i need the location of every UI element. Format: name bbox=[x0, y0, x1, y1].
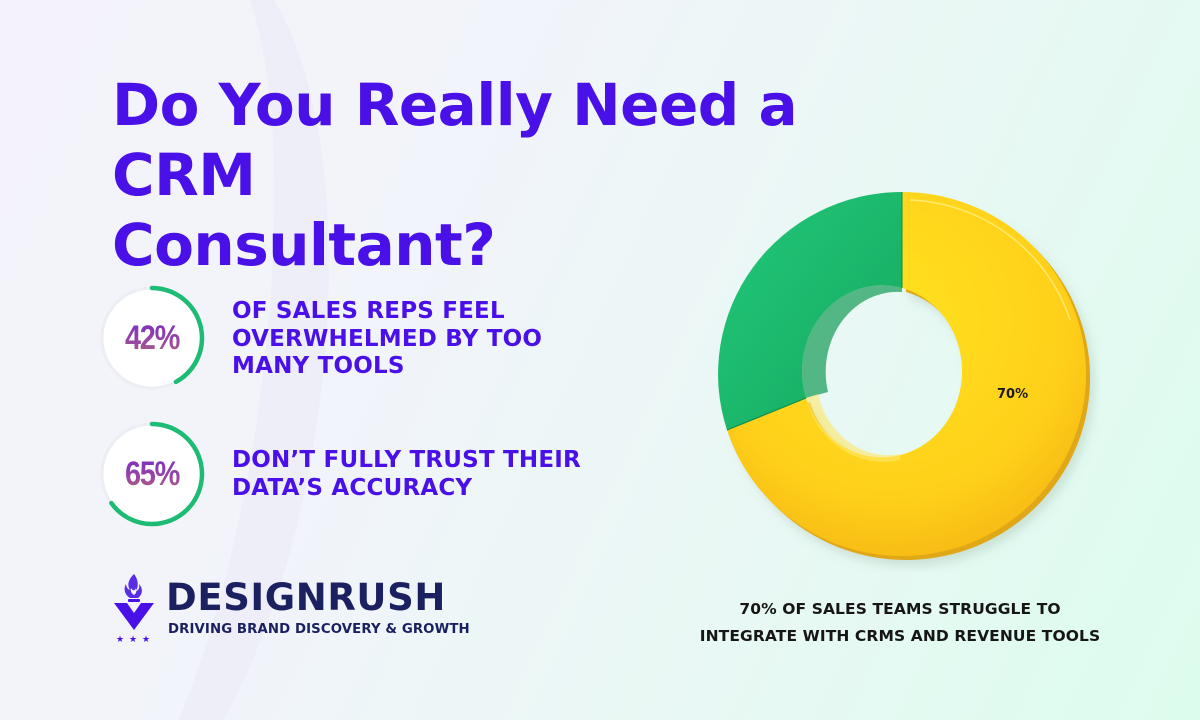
page-title: Do You Really Need a CRM Consultant? bbox=[112, 70, 912, 280]
stat-value: 42% bbox=[105, 282, 199, 394]
stat-value: 65% bbox=[105, 418, 199, 530]
donut-caption: 70% OF SALES TEAMS STRUGGLE TO INTEGRATE… bbox=[699, 600, 1101, 645]
title-line-2: Consultant? bbox=[112, 211, 496, 279]
logo-tagline: DRIVING BRAND DISCOVERY & GROWTH bbox=[168, 622, 470, 637]
donut-slice-70 bbox=[727, 191, 1087, 556]
svg-text:★: ★ bbox=[142, 635, 150, 644]
stat-overwhelmed: 42% OF SALES REPS FEEL OVERWHELMED BY TO… bbox=[97, 282, 597, 394]
flame-v-shield-icon: ★ ★ ★ bbox=[114, 574, 154, 644]
title-line-1: Do You Really Need a CRM bbox=[112, 71, 798, 209]
svg-text:★: ★ bbox=[116, 635, 124, 644]
donut-chart bbox=[718, 191, 1091, 560]
progress-ring-42 bbox=[99, 285, 205, 391]
designrush-logo[interactable]: ★ ★ ★ DESIGNRUSH DRIVING BRAND DISCOVERY… bbox=[112, 572, 472, 644]
stat-label: OF SALES REPS FEEL OVERWHELMED BY TOO MA… bbox=[232, 298, 543, 379]
donut-slice-label: 70% bbox=[997, 387, 1029, 402]
logo-wordmark: DESIGNRUSH bbox=[166, 576, 446, 619]
progress-ring-65 bbox=[99, 421, 205, 527]
donut-slice-30 bbox=[718, 192, 902, 430]
stat-label: DON’T FULLY TRUST THEIR DATA’S ACCURACY bbox=[232, 447, 581, 501]
stat-distrust-data: 65% DON’T FULLY TRUST THEIR DATA’S ACCUR… bbox=[97, 418, 597, 530]
svg-text:★: ★ bbox=[129, 635, 137, 644]
